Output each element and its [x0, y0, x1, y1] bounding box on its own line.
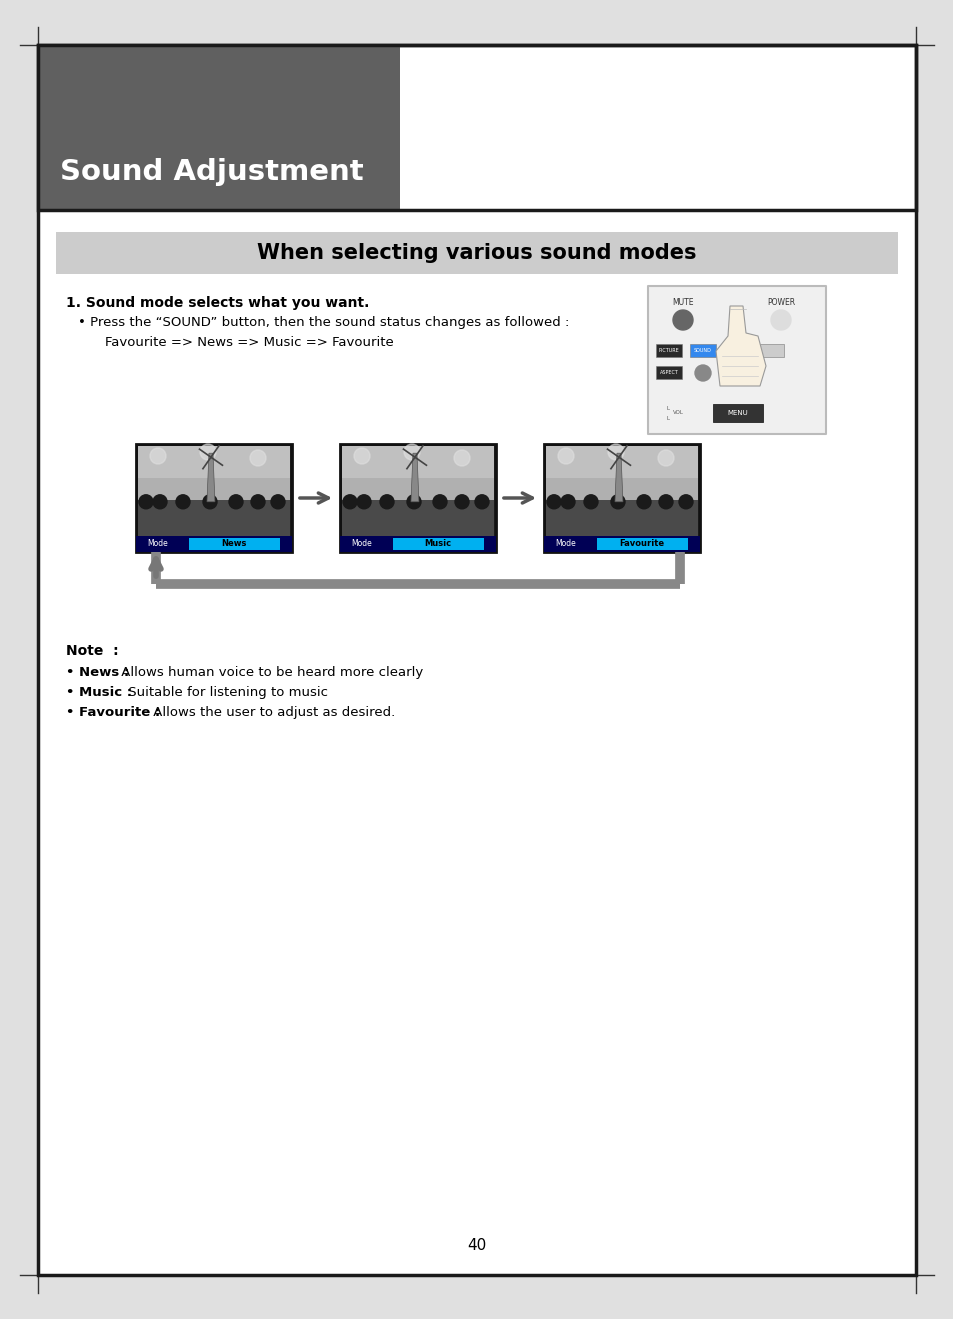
Circle shape — [203, 495, 216, 509]
Text: • Favourite :: • Favourite : — [66, 706, 160, 719]
Bar — [723, 344, 749, 357]
Circle shape — [658, 450, 673, 466]
Circle shape — [250, 450, 266, 466]
Text: Favourite: Favourite — [619, 539, 664, 549]
Circle shape — [152, 495, 167, 509]
Bar — [712, 404, 762, 422]
Text: Mode: Mode — [148, 539, 168, 549]
Circle shape — [139, 495, 152, 509]
Circle shape — [229, 495, 243, 509]
Bar — [189, 538, 279, 550]
Text: ASPECT: ASPECT — [659, 371, 678, 376]
Circle shape — [343, 495, 356, 509]
Polygon shape — [615, 454, 622, 501]
Circle shape — [200, 445, 215, 460]
Bar — [38, 45, 915, 210]
Bar — [138, 477, 290, 500]
Bar — [38, 45, 399, 210]
Polygon shape — [411, 454, 418, 501]
Bar — [339, 536, 496, 551]
Text: 1. Sound mode selects what you want.: 1. Sound mode selects what you want. — [66, 295, 369, 310]
Bar — [341, 477, 494, 500]
Bar — [138, 446, 290, 496]
Circle shape — [433, 495, 447, 509]
Bar — [656, 344, 681, 357]
Text: News: News — [221, 539, 247, 549]
Bar — [656, 365, 681, 379]
Circle shape — [558, 448, 574, 464]
Text: Mode: Mode — [352, 539, 372, 549]
Circle shape — [637, 495, 650, 509]
Circle shape — [610, 495, 624, 509]
Circle shape — [475, 495, 489, 509]
Circle shape — [659, 495, 672, 509]
Circle shape — [356, 495, 371, 509]
Circle shape — [251, 495, 265, 509]
Text: POWER: POWER — [766, 298, 794, 307]
Circle shape — [770, 310, 790, 330]
Text: 40: 40 — [467, 1237, 486, 1253]
Bar — [341, 500, 494, 536]
Circle shape — [150, 448, 166, 464]
Text: Favourite => News => Music => Favourite: Favourite => News => Music => Favourite — [88, 336, 394, 350]
Bar — [647, 286, 825, 434]
Circle shape — [379, 495, 394, 509]
Text: L: L — [666, 415, 669, 421]
Bar — [689, 344, 716, 357]
Circle shape — [407, 495, 420, 509]
Bar — [543, 445, 700, 551]
Text: Allows human voice to be heard more clearly: Allows human voice to be heard more clea… — [117, 666, 423, 679]
Bar — [393, 538, 483, 550]
Bar — [545, 477, 698, 500]
Circle shape — [679, 495, 692, 509]
Circle shape — [454, 450, 470, 466]
Bar — [597, 538, 687, 550]
Circle shape — [607, 445, 623, 460]
Text: VOL: VOL — [672, 410, 682, 415]
Circle shape — [560, 495, 575, 509]
Text: Sound Adjustment: Sound Adjustment — [60, 158, 363, 186]
Circle shape — [546, 495, 560, 509]
Text: • Press the “SOUND” button, then the sound status changes as followed :: • Press the “SOUND” button, then the sou… — [78, 317, 569, 328]
Bar — [341, 446, 494, 496]
Bar — [339, 445, 496, 551]
Text: SOUND: SOUND — [694, 348, 711, 353]
Bar — [138, 500, 290, 536]
Circle shape — [175, 495, 190, 509]
Polygon shape — [716, 306, 765, 386]
Text: Mode: Mode — [555, 539, 576, 549]
Circle shape — [455, 495, 469, 509]
Circle shape — [354, 448, 370, 464]
Bar — [545, 500, 698, 536]
Text: Music: Music — [424, 539, 452, 549]
Bar — [56, 232, 897, 274]
Bar — [136, 536, 292, 551]
Text: • News :: • News : — [66, 666, 129, 679]
Text: MULTIMED: MULTIMED — [723, 348, 749, 353]
Circle shape — [672, 310, 692, 330]
Bar — [543, 536, 700, 551]
Bar — [545, 446, 698, 496]
Bar — [136, 445, 292, 551]
Text: Note  :: Note : — [66, 644, 118, 658]
Text: • Music :: • Music : — [66, 686, 132, 699]
Text: MENU: MENU — [727, 410, 747, 415]
Circle shape — [271, 495, 285, 509]
Circle shape — [403, 445, 419, 460]
Text: L: L — [666, 406, 669, 412]
Text: Allows the user to adjust as desired.: Allows the user to adjust as desired. — [149, 706, 395, 719]
Text: When selecting various sound modes: When selecting various sound modes — [257, 243, 696, 262]
Polygon shape — [207, 454, 214, 501]
Text: MUTE: MUTE — [672, 298, 693, 307]
Circle shape — [695, 365, 710, 381]
Bar — [758, 344, 783, 357]
Text: Suitable for listening to music: Suitable for listening to music — [124, 686, 327, 699]
Circle shape — [583, 495, 598, 509]
Text: PICTURE: PICTURE — [658, 348, 679, 353]
